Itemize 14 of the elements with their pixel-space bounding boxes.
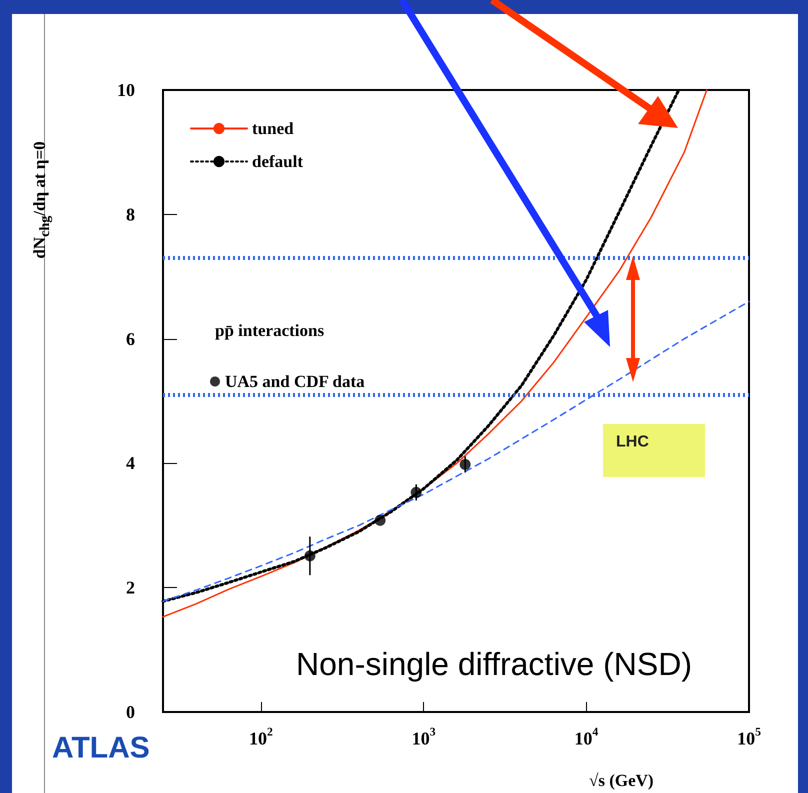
legend-label: tuned <box>252 119 294 138</box>
text: ATLAS <box>52 732 150 764</box>
y-tick-label: 10 <box>117 80 135 100</box>
y-tick-label: 4 <box>126 453 135 474</box>
legend-label: UA5 and CDF data <box>225 372 366 391</box>
annotation: pp̄ interactions <box>215 321 324 340</box>
y-tick-label: 8 <box>126 204 135 224</box>
annotation: LHC <box>616 434 650 450</box>
annotation: Non-single diffractive (NSD) <box>296 646 692 682</box>
y-tick-label: 0 <box>126 702 135 722</box>
x-axis-title: √s (GeV) <box>589 771 654 790</box>
y-tick-label: 6 <box>126 328 135 349</box>
legend-label: default <box>252 152 304 171</box>
y-tick-label: 2 <box>126 578 135 598</box>
